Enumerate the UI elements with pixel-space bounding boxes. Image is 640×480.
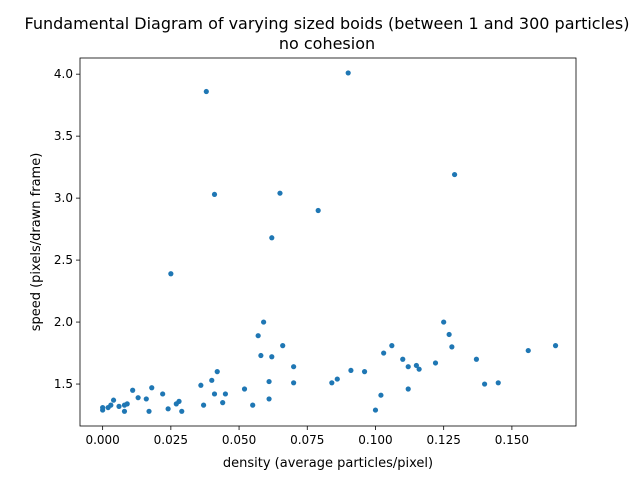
data-point [552,343,559,349]
x-tick-label: 0.100 [358,433,392,447]
data-point [495,380,501,386]
data-point [211,191,218,198]
data-point [266,396,272,402]
data-point [291,380,297,386]
data-point [405,364,411,370]
data-point [329,380,335,386]
data-point [378,392,384,398]
data-point [146,408,152,414]
y-tick-label: 3.5 [54,129,73,143]
data-point [211,391,218,397]
data-point [143,396,149,402]
data-point [280,343,286,349]
data-point [124,401,130,407]
x-tick-label: 0.125 [426,433,460,447]
data-point [361,369,368,375]
data-point [200,402,207,408]
data-point [266,378,272,385]
data-point [121,408,128,414]
y-tick-label: 2.5 [54,253,73,267]
data-point [441,319,447,325]
x-tick-label: 0.050 [222,433,256,447]
data-point [372,407,379,413]
data-point [116,403,122,409]
data-point [108,402,114,408]
x-axis-ticks: 0.000 0.025 0.050 0.075 0.100 0.125 0.150 [85,426,529,447]
data-point [413,362,419,369]
chart-subtitle: no cohesion [279,34,375,53]
data-point [261,319,267,325]
x-tick-label: 0.075 [290,433,324,447]
data-point [222,391,229,397]
data-point [130,387,136,393]
y-tick-label: 3.0 [54,191,73,205]
data-point [405,386,411,392]
y-tick-label: 1.5 [54,377,73,391]
data-point [214,369,220,375]
data-point [100,404,106,411]
data-point [315,207,321,214]
data-point [348,367,354,374]
data-point [241,386,248,392]
data-point [389,343,395,349]
data-point [449,344,455,350]
data-point [381,350,387,356]
data-point [451,171,458,178]
data-point [255,333,261,339]
data-point [165,406,171,412]
data-point [168,271,174,277]
x-axis-label: density (average particles/pixel) [223,456,433,471]
data-point [149,385,155,391]
data-point [258,352,264,359]
data-point [135,395,141,401]
plot-frame [79,57,577,427]
data-points [100,70,559,414]
data-point [525,347,531,354]
data-point [432,360,439,366]
chart-title: Fundamental Diagram of varying sized boi… [25,14,630,33]
data-point [203,88,209,95]
data-point [250,402,256,408]
data-point [446,331,452,338]
data-point [209,377,215,383]
data-point [179,408,185,414]
data-point [110,397,117,403]
x-tick-label: 0.025 [154,433,188,447]
data-point [334,376,340,382]
plot-area [80,58,576,426]
data-point [269,235,275,241]
y-axis-label: speed (pixels/drawn frame) [29,153,44,332]
data-point [400,356,406,362]
data-point [345,70,351,76]
data-point [198,382,204,388]
y-tick-label: 2.0 [54,315,73,329]
data-point [473,356,480,362]
y-axis-ticks: 1.5 2.0 2.5 3.0 3.5 4.0 [54,67,80,391]
data-point [416,366,422,372]
data-point [291,364,297,370]
data-point [482,381,488,387]
y-tick-label: 4.0 [54,67,73,81]
x-tick-label: 0.150 [495,433,529,447]
data-point [269,354,275,360]
data-point [220,400,226,406]
data-point [160,391,166,397]
data-point [277,190,283,196]
x-tick-label: 0.000 [85,433,119,447]
data-point [176,398,182,404]
